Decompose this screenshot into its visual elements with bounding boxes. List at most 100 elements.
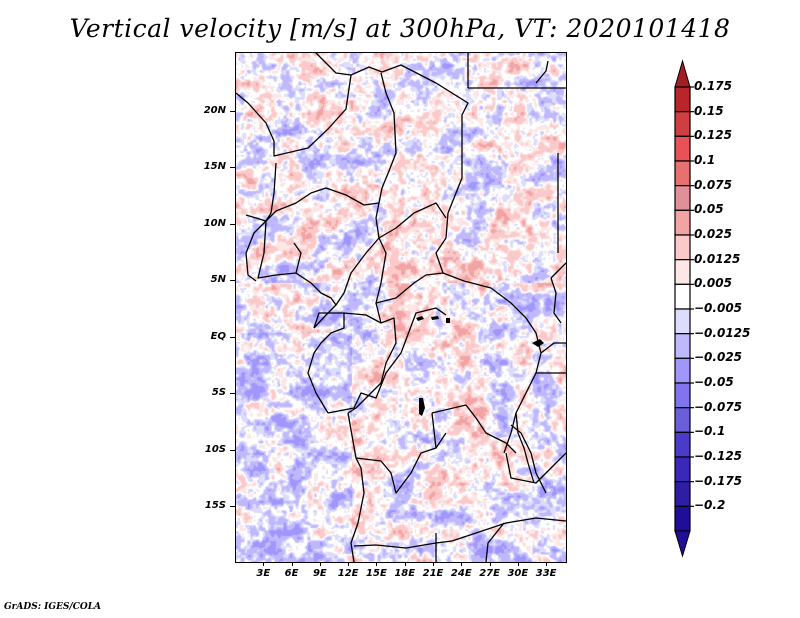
- border-line: [431, 404, 517, 454]
- border-line: [485, 522, 505, 563]
- colorbar-label: −0.025: [694, 350, 743, 365]
- x-tick-label: 6E: [284, 568, 299, 579]
- colorbar-label: 0.05: [694, 202, 724, 217]
- lake-shape: [419, 398, 425, 416]
- y-tick: [230, 449, 235, 451]
- x-tick-label: 15E: [366, 568, 387, 579]
- lake-shape: [416, 316, 450, 323]
- y-tick-label: EQ: [210, 330, 226, 342]
- border-line: [245, 252, 257, 282]
- colorbar-swatch: [674, 111, 691, 137]
- border-line: [315, 52, 352, 76]
- border-line: [375, 302, 382, 324]
- x-tick: [263, 562, 265, 566]
- colorbar-swatch: [674, 333, 691, 359]
- colorbar-label: −0.125: [694, 449, 743, 463]
- colorbar-label: 0.125: [694, 128, 732, 143]
- colorbar-under-arrow: [674, 530, 691, 558]
- y-tick: [230, 336, 235, 338]
- colorbar-swatch: [674, 407, 691, 433]
- y-tick-label: 10S: [204, 443, 226, 455]
- colorbar-label: −0.05: [694, 375, 734, 389]
- grads-credit: GrADS: IGES/COLA: [4, 602, 102, 612]
- x-tick: [461, 562, 463, 566]
- y-tick: [230, 110, 235, 112]
- border-line: [375, 202, 447, 304]
- x-tick: [319, 562, 321, 566]
- x-tick-label: 18E: [394, 568, 416, 579]
- colorbar-swatch: [674, 234, 691, 261]
- x-tick: [404, 562, 406, 566]
- border-line: [505, 452, 567, 484]
- colorbar-label: 0.1: [694, 153, 716, 167]
- border-line: [550, 262, 567, 279]
- y-tick-label: 5S: [211, 387, 226, 399]
- border-line: [245, 162, 277, 254]
- y-tick-label: 10N: [203, 217, 226, 229]
- colorbar-swatch: [674, 259, 691, 285]
- colorbar-label: −0.2: [694, 498, 726, 513]
- colorbar-over-arrow: [674, 59, 691, 88]
- x-tick-label: 9E: [312, 568, 327, 579]
- border-line: [307, 312, 345, 414]
- border-line: [245, 72, 397, 222]
- plot-title: Vertical velocity [m/s] at 300hPa, VT: 2…: [69, 14, 731, 43]
- colorbar-swatch: [674, 481, 691, 507]
- x-tick: [517, 562, 519, 566]
- x-tick-label: 33E: [535, 568, 557, 579]
- border-line: [503, 317, 542, 454]
- x-tick-label: 24E: [450, 568, 472, 579]
- lake-shape: [532, 339, 544, 347]
- x-tick: [489, 562, 491, 566]
- colorbar-label: 0.025: [694, 227, 732, 241]
- border-line: [343, 312, 397, 414]
- y-tick: [230, 167, 235, 169]
- colorbar-swatch: [674, 160, 691, 187]
- colorbar-label: −0.075: [694, 399, 743, 414]
- colorbar-swatch: [674, 505, 691, 532]
- x-tick-label: 21E: [422, 568, 444, 579]
- x-tick: [376, 562, 378, 566]
- y-tick-label: 20N: [203, 104, 226, 116]
- x-tick-label: 3E: [256, 568, 271, 579]
- border-line: [235, 64, 469, 178]
- x-tick: [291, 562, 293, 566]
- y-tick: [230, 223, 235, 225]
- border-line: [257, 220, 337, 306]
- border-line: [350, 457, 365, 563]
- y-tick: [230, 393, 235, 395]
- y-tick: [230, 280, 235, 282]
- border-line: [353, 540, 453, 549]
- x-tick: [348, 562, 350, 566]
- border-line: [435, 177, 527, 319]
- colorbar-label: −0.1: [694, 424, 726, 439]
- colorbar-swatch: [674, 357, 691, 384]
- colorbar-swatch: [674, 185, 691, 211]
- y-tick-label: 15S: [204, 500, 226, 512]
- x-tick-label: 30E: [507, 568, 529, 579]
- colorbar-label: 0.15: [694, 103, 724, 118]
- border-line: [347, 412, 447, 494]
- border-line: [451, 517, 567, 542]
- colorbar-label: 0.005: [694, 276, 732, 291]
- colorbar-label: −0.005: [694, 301, 743, 315]
- colorbar-swatch: [674, 456, 691, 483]
- y-tick: [230, 506, 235, 508]
- colorbar-swatch: [674, 382, 691, 409]
- border-line: [327, 307, 447, 414]
- colorbar-label: 0.0125: [694, 251, 741, 266]
- colorbar-label: −0.175: [694, 473, 743, 488]
- x-tick: [546, 562, 548, 566]
- border-line: [293, 242, 302, 274]
- y-tick-label: 15N: [203, 161, 226, 173]
- colorbar: [674, 59, 694, 558]
- x-tick: [433, 562, 434, 566]
- border-line: [535, 60, 549, 84]
- colorbar-label: 0.175: [694, 79, 732, 93]
- colorbar-swatch: [674, 135, 691, 162]
- colorbar-label: 0.075: [694, 177, 732, 192]
- y-tick-label: 5N: [210, 274, 226, 286]
- colorbar-swatch: [674, 431, 691, 458]
- map-panel: [235, 52, 567, 563]
- x-tick-label: 27E: [479, 568, 500, 579]
